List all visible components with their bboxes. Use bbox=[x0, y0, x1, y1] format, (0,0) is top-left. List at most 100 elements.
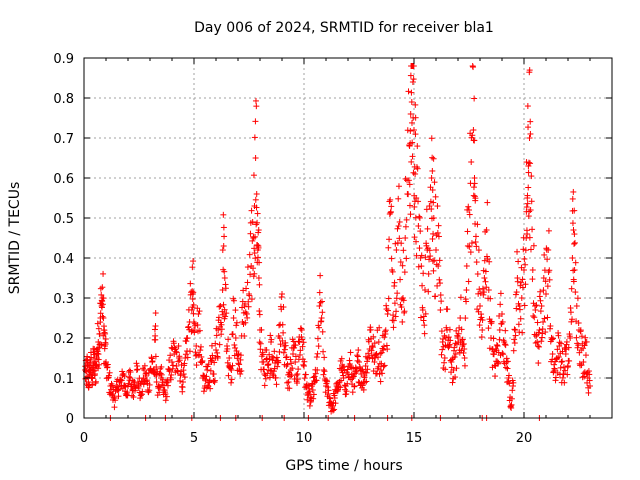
data-point bbox=[409, 153, 416, 160]
data-point bbox=[451, 354, 458, 361]
data-point bbox=[219, 247, 226, 254]
data-point bbox=[464, 242, 471, 249]
data-point bbox=[347, 376, 354, 383]
data-point bbox=[252, 196, 259, 203]
data-point bbox=[433, 247, 439, 253]
data-point bbox=[434, 229, 441, 236]
data-point bbox=[255, 227, 262, 234]
data-point bbox=[508, 395, 515, 402]
data-point bbox=[433, 261, 440, 268]
data-point bbox=[262, 375, 269, 382]
data-point bbox=[557, 364, 564, 371]
data-point bbox=[99, 313, 106, 320]
data-point bbox=[361, 379, 368, 386]
data-point bbox=[428, 135, 435, 142]
data-point bbox=[189, 295, 196, 302]
data-point bbox=[152, 310, 159, 317]
data-point bbox=[412, 114, 419, 121]
data-point bbox=[537, 308, 544, 315]
data-point bbox=[231, 352, 238, 359]
data-point bbox=[520, 234, 527, 241]
data-point bbox=[252, 155, 259, 161]
data-point bbox=[95, 356, 102, 363]
data-point bbox=[402, 235, 409, 241]
data-point bbox=[580, 359, 587, 365]
data-point bbox=[527, 246, 534, 253]
data-point bbox=[410, 169, 417, 176]
data-point bbox=[555, 353, 562, 360]
data-point bbox=[555, 332, 562, 339]
data-point bbox=[256, 308, 263, 315]
data-point bbox=[452, 374, 459, 381]
data-point bbox=[248, 207, 255, 214]
data-point bbox=[582, 334, 589, 341]
data-point bbox=[102, 330, 109, 337]
data-point bbox=[477, 303, 483, 309]
y-tick-label: 0.9 bbox=[53, 52, 74, 67]
data-point bbox=[254, 254, 261, 261]
data-point bbox=[192, 322, 199, 329]
data-point bbox=[411, 192, 418, 199]
data-point bbox=[97, 310, 104, 317]
data-point bbox=[525, 184, 532, 191]
data-point bbox=[412, 131, 419, 138]
data-point bbox=[265, 361, 272, 368]
data-point bbox=[313, 354, 320, 361]
data-point bbox=[479, 327, 486, 333]
data-point bbox=[321, 354, 328, 361]
data-point bbox=[393, 308, 400, 315]
data-point bbox=[319, 328, 326, 335]
data-point bbox=[421, 330, 428, 337]
data-point bbox=[190, 301, 197, 308]
data-point bbox=[382, 327, 389, 334]
data-point bbox=[183, 335, 190, 342]
data-point bbox=[501, 360, 508, 367]
data-point bbox=[283, 353, 290, 360]
data-point bbox=[246, 292, 253, 299]
data-point bbox=[586, 371, 593, 378]
data-point bbox=[294, 376, 301, 383]
data-point bbox=[392, 240, 399, 247]
data-point bbox=[527, 160, 534, 167]
data-point bbox=[158, 363, 165, 370]
data-point bbox=[156, 389, 163, 396]
data-point bbox=[241, 300, 248, 307]
data-point bbox=[422, 287, 428, 293]
data-point bbox=[376, 324, 383, 331]
data-point bbox=[460, 349, 467, 356]
data-point bbox=[214, 354, 221, 361]
data-point bbox=[533, 302, 540, 309]
data-point bbox=[461, 345, 468, 352]
data-point bbox=[396, 218, 403, 225]
data-point bbox=[137, 395, 144, 402]
data-point bbox=[287, 356, 294, 363]
data-point bbox=[254, 219, 261, 226]
data-point bbox=[425, 270, 432, 277]
data-point bbox=[518, 295, 525, 301]
data-point bbox=[177, 377, 184, 384]
data-point bbox=[416, 245, 423, 252]
data-point bbox=[261, 382, 268, 389]
data-point bbox=[513, 305, 520, 312]
data-point bbox=[252, 255, 259, 262]
data-point bbox=[411, 127, 417, 133]
data-point bbox=[546, 276, 553, 283]
data-point bbox=[431, 179, 438, 186]
data-point bbox=[100, 270, 107, 277]
data-point bbox=[105, 372, 112, 379]
data-point bbox=[179, 384, 186, 391]
data-point bbox=[228, 376, 235, 383]
data-point bbox=[228, 379, 235, 386]
data-point bbox=[438, 298, 445, 305]
data-point bbox=[339, 364, 346, 371]
data-point bbox=[129, 377, 136, 384]
data-point bbox=[417, 228, 424, 235]
data-point bbox=[213, 332, 220, 339]
data-point bbox=[576, 349, 583, 356]
data-point bbox=[452, 340, 459, 347]
data-point bbox=[115, 393, 122, 400]
data-point bbox=[397, 259, 404, 265]
data-point bbox=[196, 308, 203, 315]
data-point bbox=[537, 297, 544, 304]
data-point bbox=[570, 267, 577, 274]
